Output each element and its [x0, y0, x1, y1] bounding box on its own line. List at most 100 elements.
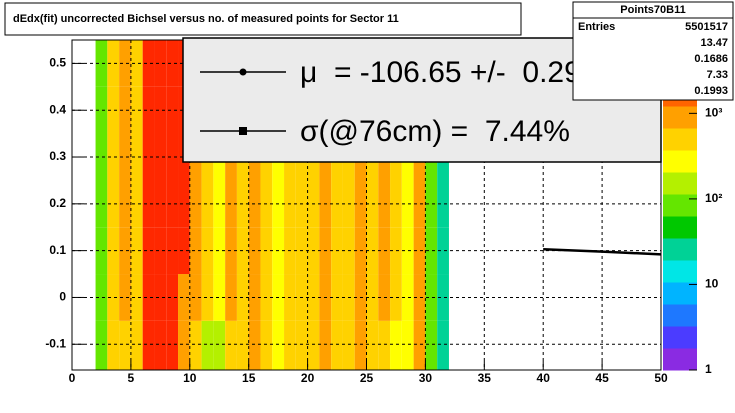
- heatmap-cell: [248, 157, 261, 228]
- heatmap-cell: [166, 157, 179, 228]
- heatmap-cell: [437, 157, 449, 228]
- y-tick-label: 0.5: [49, 56, 66, 70]
- heatmap-cell: [213, 157, 226, 228]
- z-tick-label: 10³: [705, 106, 722, 120]
- stats-value: 0.1993: [694, 85, 728, 97]
- heatmap-cell: [189, 274, 202, 321]
- heatmap-cell: [189, 320, 202, 370]
- heatmap-cell: [119, 157, 131, 228]
- x-tick-label: 25: [360, 371, 374, 385]
- heatmap-cell: [307, 320, 320, 370]
- x-tick-label: 50: [654, 371, 668, 385]
- heatmap-cell: [189, 227, 202, 275]
- x-tick-label: 35: [478, 371, 492, 385]
- heatmap-cell: [331, 320, 343, 370]
- heatmap-cell: [425, 157, 438, 228]
- heatmap-cell: [154, 320, 167, 370]
- heatmap-cell: [248, 320, 261, 370]
- heatmap-cell: [319, 157, 332, 228]
- heatmap-cell: [166, 40, 179, 87]
- color-scale-band: [663, 128, 697, 151]
- heatmap-cell: [107, 320, 120, 370]
- color-scale-band: [663, 172, 697, 195]
- color-scale-band: [663, 282, 697, 305]
- heatmap-cell: [95, 227, 108, 275]
- legend-entry: σ(@76cm) = 7.44%: [300, 115, 570, 148]
- heatmap-cell: [107, 157, 120, 228]
- heatmap-cell: [119, 40, 131, 87]
- heatmap-cell: [390, 227, 402, 275]
- heatmap-cell: [130, 157, 143, 228]
- x-tick-label: 20: [301, 371, 315, 385]
- heatmap-cell: [130, 40, 143, 87]
- heatmap-cell: [366, 157, 379, 228]
- heatmap-cell: [201, 320, 214, 370]
- color-scale-band: [663, 304, 697, 327]
- heatmap-cell: [354, 157, 367, 228]
- heatmap-cell: [142, 86, 155, 158]
- heatmap-cell: [260, 320, 273, 370]
- heatmap-cell: [178, 274, 190, 321]
- heatmap-cell: [201, 227, 214, 275]
- heatmap-cell: [166, 320, 179, 370]
- heatmap-cell: [119, 320, 131, 370]
- heatmap-cell: [119, 86, 131, 158]
- x-tick-label: 5: [128, 371, 135, 385]
- x-tick-label: 0: [69, 371, 76, 385]
- heatmap-cell: [154, 40, 167, 87]
- color-scale-band: [663, 260, 697, 283]
- heatmap-cell: [390, 274, 402, 321]
- y-tick-label: 0.2: [49, 196, 66, 210]
- heatmap-cell: [307, 157, 320, 228]
- heatmap-cell: [236, 320, 249, 370]
- heatmap-cell: [178, 320, 190, 370]
- color-scale-band: [663, 326, 697, 349]
- heatmap-cell: [225, 320, 237, 370]
- heatmap-cell: [413, 157, 426, 228]
- heatmap-cell: [284, 320, 296, 370]
- fit-line: [543, 247, 662, 256]
- heatmap-cell: [401, 320, 414, 370]
- heatmap-cell: [413, 274, 426, 321]
- heatmap-cell: [331, 157, 343, 228]
- color-scale-band: [663, 216, 697, 239]
- stats-box: Points70B11 Entries 5501517 13.47 0.1686 7.33…: [572, 1, 734, 101]
- x-tick-label: 15: [242, 371, 256, 385]
- heatmap-cell: [236, 157, 249, 228]
- heatmap-cell: [401, 157, 414, 228]
- heatmap-cell: [213, 227, 226, 275]
- heatmap-cell: [154, 86, 167, 158]
- heatmap-cell: [119, 274, 131, 321]
- heatmap-cell: [130, 86, 143, 158]
- heatmap-cell: [378, 157, 391, 228]
- heatmap-cell: [225, 274, 237, 321]
- heatmap-cell: [166, 86, 179, 158]
- heatmap-cell: [225, 227, 237, 275]
- heatmap-cell: [272, 157, 285, 228]
- y-tick-label: -0.1: [45, 336, 66, 350]
- stats-label: Entries: [578, 21, 615, 33]
- z-tick-label: 1: [705, 362, 712, 376]
- z-tick-label: 10²: [705, 191, 722, 205]
- heatmap-cell: [413, 227, 426, 275]
- color-scale-band: [663, 238, 697, 261]
- color-scale-band: [663, 150, 697, 173]
- heatmap-cell: [260, 157, 273, 228]
- heatmap-cell: [201, 274, 214, 321]
- heatmap-cell: [142, 274, 155, 321]
- heatmap-cell: [366, 320, 379, 370]
- heatmap-cell: [425, 227, 438, 275]
- heatmap-cell: [319, 320, 332, 370]
- heatmap-cell: [130, 227, 143, 275]
- stats-title: Points70B11: [620, 4, 685, 16]
- heatmap-cell: [154, 274, 167, 321]
- heatmap-cell: [437, 274, 449, 321]
- heatmap-cell: [201, 157, 214, 228]
- heatmap-cell: [295, 320, 308, 370]
- heatmap-cell: [95, 274, 108, 321]
- heatmap-cell: [95, 86, 108, 158]
- heatmap-cell: [437, 227, 449, 275]
- heatmap-cell: [437, 320, 449, 370]
- heatmap-cell: [95, 320, 108, 370]
